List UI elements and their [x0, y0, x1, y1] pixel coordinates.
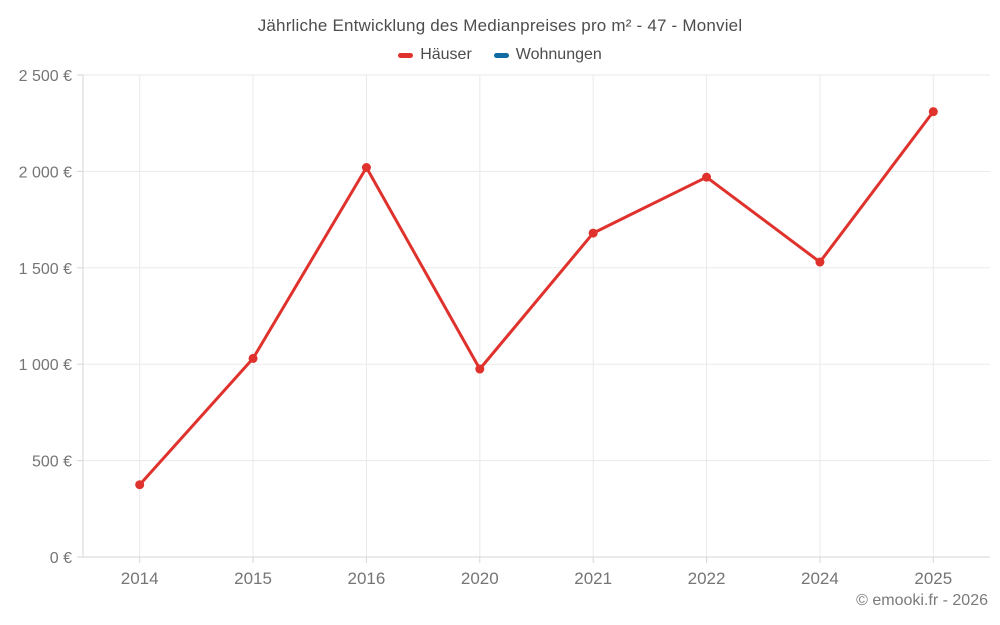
hauser-series-swatch-icon — [398, 52, 414, 58]
y-tick-label: 0 € — [50, 550, 72, 567]
copyright-watermark: © emooki.fr - 2026 — [856, 592, 988, 609]
data-point-2022[interactable] — [702, 172, 712, 182]
häuser-series-line — [138, 110, 935, 487]
x-tick-label: 2022 — [688, 569, 726, 588]
legend: Häuser Wohnungen — [0, 46, 1000, 64]
legend-label-wohnungen: Wohnungen — [515, 46, 602, 63]
y-tick-label: 2 500 € — [19, 68, 72, 85]
data-point-2024[interactable] — [815, 257, 825, 267]
wohnungen-series-swatch-icon — [493, 52, 509, 58]
x-tick-label: 2016 — [348, 569, 386, 588]
y-tick-label: 1 000 € — [19, 357, 72, 374]
chart-title: Jährliche Entwicklung des Medianpreises … — [257, 16, 743, 35]
y-tick-label: 500 € — [32, 454, 72, 471]
data-point-2020[interactable] — [475, 364, 485, 374]
data-point-2014[interactable] — [135, 480, 145, 490]
data-point-2025[interactable] — [928, 107, 938, 117]
y-tick-label: 1 500 € — [19, 261, 72, 278]
x-tick-label: 2021 — [574, 569, 612, 588]
legend-item-wohnungen[interactable]: Wohnungen — [493, 46, 602, 64]
data-point-2016[interactable] — [361, 163, 371, 173]
x-tick-label: 2015 — [234, 569, 272, 588]
x-tick-label: 2014 — [121, 569, 159, 588]
data-point-2021[interactable] — [588, 228, 598, 238]
legend-item-hauser[interactable]: Häuser — [398, 46, 472, 64]
y-tick-label: 2 000 € — [19, 164, 72, 181]
x-tick-label: 2025 — [914, 569, 952, 588]
data-point-2015[interactable] — [248, 353, 258, 363]
legend-label-hauser: Häuser — [420, 46, 472, 63]
x-tick-label: 2020 — [461, 569, 499, 588]
x-tick-label: 2024 — [801, 569, 839, 588]
